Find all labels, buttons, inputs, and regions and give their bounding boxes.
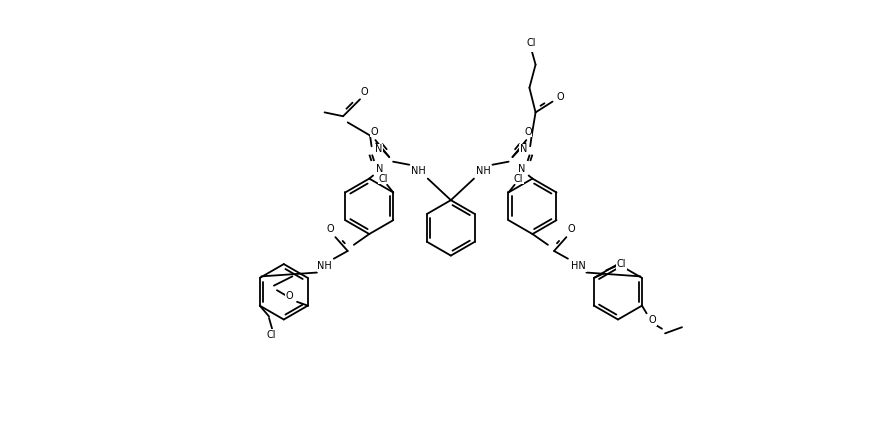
- Text: O: O: [285, 291, 292, 301]
- Text: Cl: Cl: [513, 174, 522, 184]
- Text: N: N: [376, 164, 384, 174]
- Text: HN: HN: [571, 261, 586, 271]
- Text: N: N: [519, 144, 526, 154]
- Text: Cl: Cl: [266, 330, 276, 340]
- Text: O: O: [370, 126, 378, 136]
- Text: O: O: [556, 92, 564, 102]
- Text: Cl: Cl: [616, 259, 626, 269]
- Text: NH: NH: [411, 166, 426, 176]
- Text: N: N: [517, 164, 525, 174]
- Text: O: O: [648, 315, 656, 325]
- Text: O: O: [566, 224, 574, 234]
- Text: NH: NH: [475, 166, 490, 176]
- Text: O: O: [523, 126, 531, 136]
- Text: O: O: [327, 224, 335, 234]
- Text: N: N: [374, 144, 382, 154]
- Text: Cl: Cl: [378, 174, 387, 184]
- Text: NH: NH: [317, 261, 332, 271]
- Text: Cl: Cl: [527, 38, 536, 48]
- Text: O: O: [360, 87, 368, 97]
